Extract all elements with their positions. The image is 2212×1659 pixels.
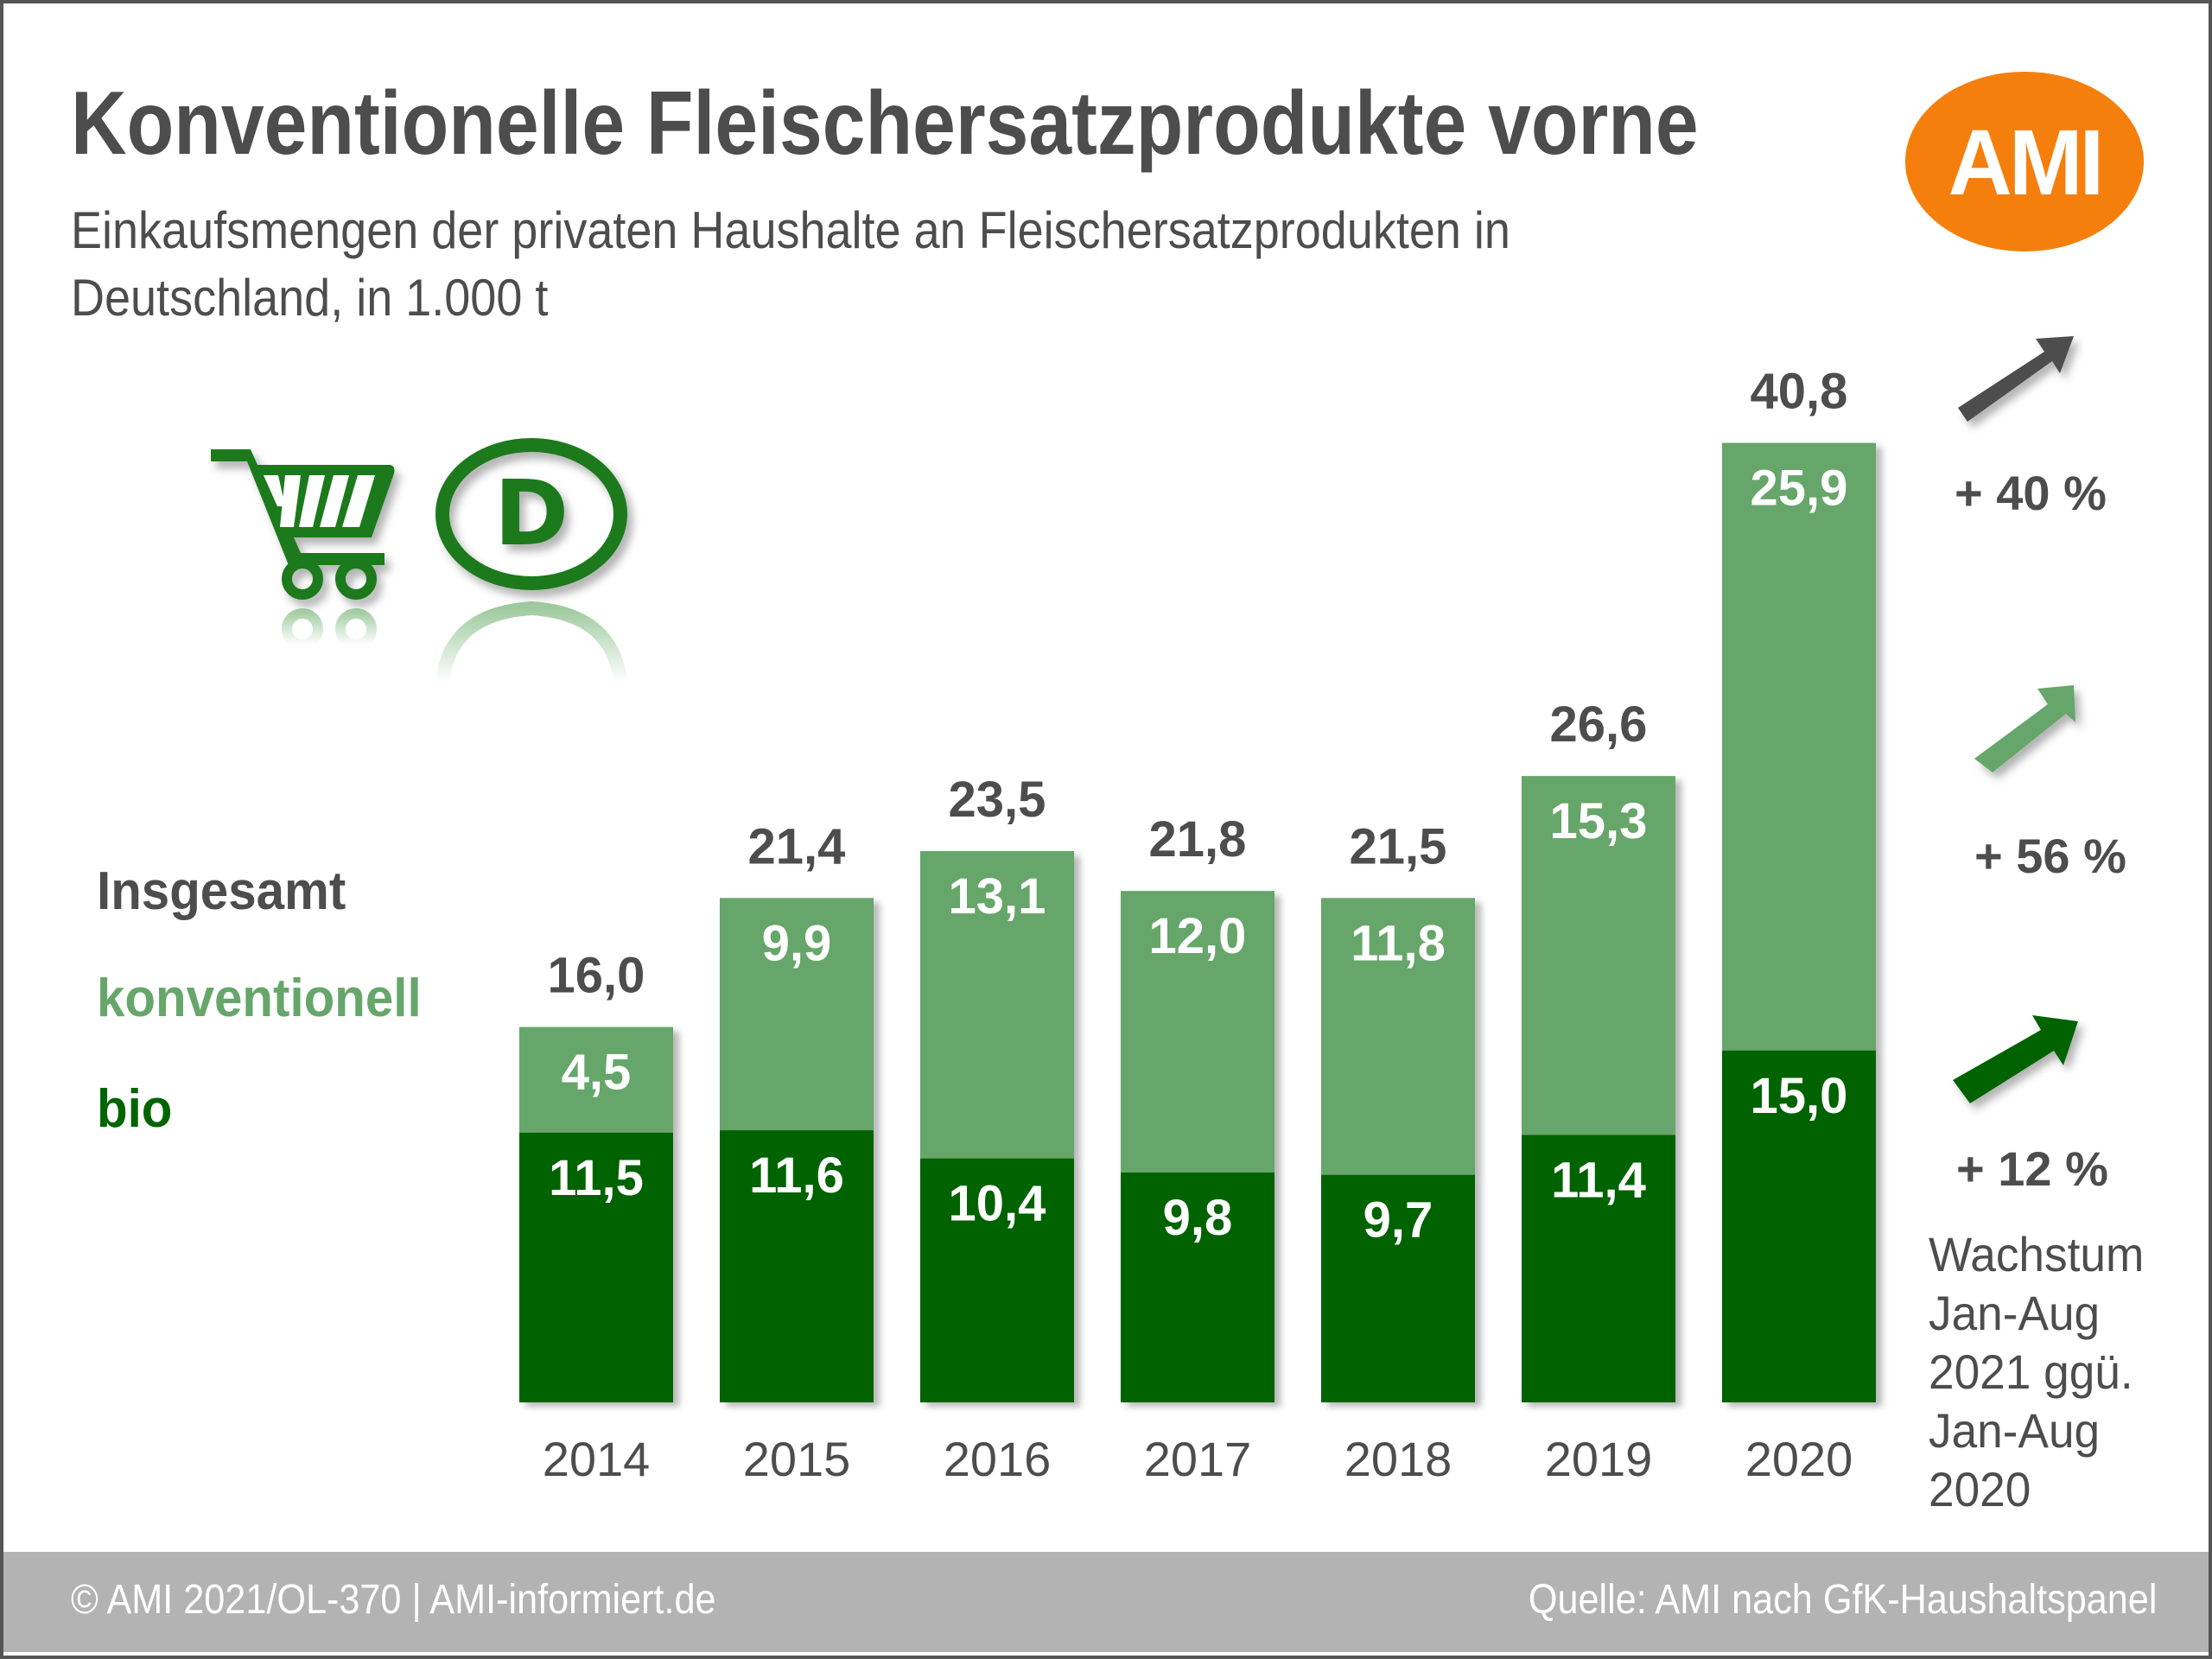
arrow-organic-icon [1953,1015,2078,1103]
note-line: 2021 ggü. [1929,1344,2133,1399]
note-line: 2020 [1929,1462,2031,1516]
subtitle-line-1: Einkaufsmengen der privaten Haushalte an… [71,201,1510,259]
label-organic-2016: 10,4 [949,1176,1046,1232]
growth-total: + 40 % [1955,466,2107,520]
x-tick-label-2015: 2015 [743,1432,851,1486]
country-reflection [435,601,627,684]
bar-stack-2017 [1121,891,1274,1402]
footer-bar: © AMI 2021/OL-370 | AMI-informiert.de Qu… [3,1552,2209,1652]
label-total-2014: 16,0 [548,948,645,1004]
bar-conventional-2016 [920,850,1074,1159]
bar-organic-2017 [1121,1172,1274,1402]
bar-organic-2019 [1522,1135,1675,1402]
label-organic-2014: 11,5 [549,1150,644,1206]
cart-reflection [282,608,377,650]
bar-conventional-2014 [519,1027,673,1133]
label-total-2018: 21,5 [1350,818,1447,874]
x-tick-label-2019: 2019 [1545,1432,1653,1486]
label-conventional-2017: 12,0 [1149,908,1247,964]
label-organic-2020: 15,0 [1751,1068,1848,1124]
bar-stack-2014 [519,1027,673,1402]
bar-organic-2020 [1722,1050,1876,1402]
bar-conventional-2020 [1722,442,1876,1051]
ami-logo: AMI [1905,72,2144,251]
subtitle-line-2: Deutschland, in 1.000 t [71,269,549,327]
note-line: Jan-Aug [1929,1286,2101,1340]
bar-organic-2015 [720,1130,874,1402]
shopping-cart-icon [211,449,395,600]
arrow-total-icon [1958,336,2074,422]
bar-conventional-2019 [1522,776,1675,1135]
label-organic-2019: 11,4 [1551,1152,1646,1208]
x-tick-label-2018: 2018 [1344,1432,1452,1486]
legend-conventional: konventionell [97,969,422,1028]
bar-stack-2018 [1321,898,1475,1402]
note-line: Wachstum [1929,1227,2145,1281]
x-tick-label-2014: 2014 [543,1432,651,1486]
label-conventional-2016: 13,1 [949,868,1046,925]
bar-stack-2015 [720,898,874,1402]
label-conventional-2020: 25,9 [1751,461,1848,517]
country-letter: D [494,461,569,566]
growth-conventional: + 56 % [1974,829,2126,883]
ami-logo-text: AMI [1948,109,2104,214]
bar-stack-2016 [920,850,1074,1402]
footer-copyright: © AMI 2021/OL-370 | AMI-informiert.de [71,1577,716,1623]
bar-stack-2019 [1522,776,1675,1402]
label-total-2016: 23,5 [949,772,1046,828]
bars-group [519,442,1876,1402]
labels-group: 4,5 11,5 16,0 2014 9,9 11,6 21,4 2015 13,1 10,4 23… [543,364,1853,1486]
bar-conventional-2015 [720,898,874,1131]
legend-total: Insgesamt [97,861,346,921]
label-total-2017: 21,8 [1149,811,1247,868]
x-tick-label-2016: 2016 [944,1432,1052,1486]
bar-conventional-2018 [1321,898,1475,1175]
growth-note: Wachstum Jan-Aug 2021 ggü. Jan-Aug 2020 [1929,1225,2144,1519]
bar-organic-2018 [1321,1174,1475,1402]
footer-source: Quelle: AMI nach GfK-Haushaltspanel [1528,1577,2157,1623]
label-total-2015: 21,4 [748,818,846,874]
label-organic-2018: 9,7 [1363,1192,1433,1249]
chart-title: Konventionelle Fleischersatzprodukte vor… [71,73,1699,174]
label-total-2020: 40,8 [1751,364,1848,420]
bar-organic-2014 [519,1132,673,1402]
label-conventional-2015: 9,9 [762,915,832,971]
bar-stack-2020 [1722,442,1876,1402]
chart-subtitle: Einkaufsmengen der privaten Haushalte an… [71,197,1510,332]
label-conventional-2018: 11,8 [1351,915,1446,971]
x-tick-label-2017: 2017 [1144,1432,1252,1486]
bar-organic-2016 [920,1158,1074,1402]
label-organic-2017: 9,8 [1163,1190,1233,1246]
legend-organic: bio [97,1079,173,1139]
label-organic-2015: 11,6 [749,1147,844,1204]
icons-group: D [211,438,627,684]
growth-organic: + 12 % [1956,1141,2108,1196]
note-line: Jan-Aug [1929,1403,2101,1458]
arrow-conventional-icon [1974,685,2075,772]
country-code-d-icon: D [435,438,627,590]
label-conventional-2019: 15,3 [1550,793,1648,849]
label-conventional-2014: 4,5 [562,1045,632,1101]
bar-conventional-2017 [1121,891,1274,1173]
label-total-2019: 26,6 [1550,696,1648,753]
x-tick-label-2020: 2020 [1745,1432,1853,1486]
